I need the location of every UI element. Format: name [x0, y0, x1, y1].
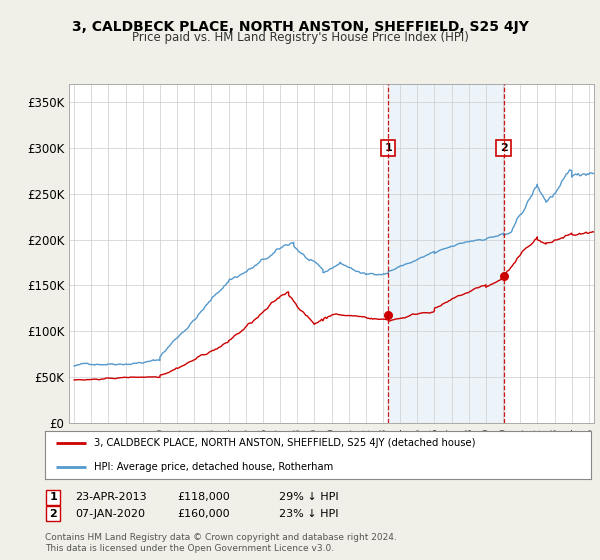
Text: 07-JAN-2020: 07-JAN-2020	[75, 508, 145, 519]
Text: 23-APR-2013: 23-APR-2013	[75, 492, 146, 502]
Text: 1: 1	[49, 492, 57, 502]
Text: 29% ↓ HPI: 29% ↓ HPI	[279, 492, 338, 502]
Text: Contains HM Land Registry data © Crown copyright and database right 2024.
This d: Contains HM Land Registry data © Crown c…	[45, 533, 397, 553]
Bar	[388, 84, 503, 423]
Text: HPI: Average price, detached house, Rotherham: HPI: Average price, detached house, Roth…	[94, 462, 334, 472]
Text: 2: 2	[500, 143, 508, 153]
Text: £160,000: £160,000	[177, 508, 230, 519]
Text: 1: 1	[385, 143, 392, 153]
Text: 23% ↓ HPI: 23% ↓ HPI	[279, 508, 338, 519]
Text: 3, CALDBECK PLACE, NORTH ANSTON, SHEFFIELD, S25 4JY (detached house): 3, CALDBECK PLACE, NORTH ANSTON, SHEFFIE…	[94, 438, 476, 448]
Text: Price paid vs. HM Land Registry's House Price Index (HPI): Price paid vs. HM Land Registry's House …	[131, 31, 469, 44]
Text: 2: 2	[49, 508, 57, 519]
Text: 3, CALDBECK PLACE, NORTH ANSTON, SHEFFIELD, S25 4JY: 3, CALDBECK PLACE, NORTH ANSTON, SHEFFIE…	[71, 20, 529, 34]
Text: £118,000: £118,000	[177, 492, 230, 502]
